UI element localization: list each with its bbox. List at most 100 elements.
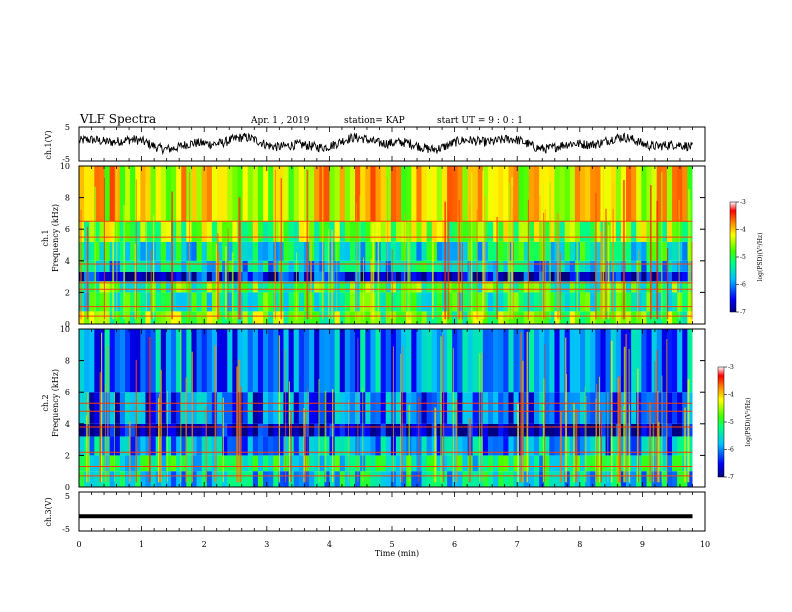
spectrogram-cell <box>94 392 100 424</box>
spectrogram-cell <box>539 423 545 437</box>
spectrogram-cell <box>298 271 305 282</box>
spectrogram-cell <box>457 455 463 472</box>
spectrogram-cell <box>176 221 182 242</box>
spectrogram-cell <box>569 436 576 456</box>
spectrogram-cell <box>206 271 213 282</box>
spectrogram-cell <box>171 423 177 437</box>
spectrogram-cell <box>155 311 162 324</box>
spectrogram-cell <box>539 329 545 393</box>
spectrogram-cell <box>656 166 663 222</box>
spectrogram-cell <box>447 392 453 424</box>
spectrogram-cell <box>477 471 484 487</box>
spectrogram-cell <box>380 241 387 261</box>
spectrogram-cell <box>462 455 468 472</box>
spectrogram-cell <box>498 311 504 324</box>
spectrogram-cell <box>487 471 494 487</box>
spectrogram-cell <box>150 423 157 437</box>
spectrogram-cell <box>176 423 182 437</box>
spectrogram-cell <box>452 471 458 487</box>
spectrogram-cell <box>344 292 351 312</box>
spectrogram-cell <box>549 260 555 272</box>
spectrogram-cell <box>298 292 305 312</box>
spectrogram-cell <box>273 471 279 487</box>
spectrogram-cell <box>150 392 157 424</box>
spectrogram-cell <box>176 166 182 222</box>
spectrogram-cell <box>477 392 484 424</box>
spectrogram-cell <box>222 260 228 272</box>
spectrogram-cell <box>482 329 489 393</box>
spectrogram-cell <box>227 221 233 242</box>
spectrogram-cell <box>252 455 259 472</box>
spectrogram-cell <box>211 221 218 242</box>
spectrogram-cell <box>232 423 238 437</box>
spectrogram-cell <box>498 423 504 437</box>
spectrogram-cell <box>487 260 494 272</box>
spectrogram-cell <box>293 329 300 393</box>
spectrogram-cell <box>534 455 540 472</box>
spectrogram-cell <box>181 311 187 324</box>
spectrogram-cell <box>636 455 642 472</box>
spectrogram-cell <box>436 471 443 487</box>
spectrogram-cell <box>477 281 484 293</box>
spectrogram-cell <box>370 436 376 456</box>
spectrogram-cell <box>309 241 315 261</box>
spectrogram-cell <box>590 166 596 222</box>
spectrogram-cell <box>119 281 126 293</box>
spectrogram-cell <box>436 271 443 282</box>
spectrogram-cell <box>457 329 463 393</box>
spectrogram-cell <box>171 455 177 472</box>
spectrogram-cell <box>268 241 274 261</box>
spectrogram-cell <box>176 471 182 487</box>
spectrogram-cell <box>631 166 637 222</box>
spectrogram-cell <box>595 471 601 487</box>
spectrogram-cell <box>554 455 560 472</box>
spectrogram-cell <box>395 455 402 472</box>
spectrogram-cell <box>196 281 203 293</box>
spectrogram-cell <box>99 311 105 324</box>
spectrogram-cell <box>590 329 596 393</box>
spectrogram-cell <box>125 311 131 324</box>
spectrogram-cell <box>656 311 663 324</box>
spectrogram-cell <box>380 436 387 456</box>
spectrogram-cell <box>135 329 141 393</box>
spectrogram-cell <box>365 455 371 472</box>
spectrogram-cell <box>242 281 249 293</box>
spectrogram-cell <box>395 436 402 456</box>
spectrogram-cell <box>564 271 571 282</box>
spectrogram-cell <box>273 166 279 222</box>
spectrogram-cell <box>452 271 458 282</box>
spectrogram-cell <box>544 166 550 222</box>
spectrogram-cell <box>447 471 453 487</box>
spectrogram-cell <box>201 423 208 437</box>
spectrogram-cell <box>99 260 105 272</box>
spectrogram-cell <box>145 221 151 242</box>
spectrogram-cell <box>559 392 566 424</box>
spectrogram-cell <box>196 329 203 393</box>
spectrogram-cell <box>385 392 392 424</box>
spectrogram-cell <box>309 292 315 312</box>
spectrogram-cell <box>380 423 387 437</box>
spectrogram-cell <box>528 260 535 272</box>
spectrogram-cell <box>309 271 315 282</box>
spectrogram-cell <box>160 471 167 487</box>
spectrogram-cell <box>278 471 284 487</box>
spectrogram-cell <box>191 392 197 424</box>
spectrogram-cell <box>574 455 581 472</box>
spectrogram-cell <box>140 436 146 456</box>
spectrogram-cell <box>641 292 647 312</box>
colorbar-tick-label: -5 <box>728 419 734 426</box>
spectrogram-cell <box>411 471 417 487</box>
spectrogram-cell <box>493 281 499 293</box>
spectrogram-cell <box>380 221 387 242</box>
spectrogram-cell <box>687 329 693 393</box>
spectrogram-cell <box>651 166 658 222</box>
spectrogram-cell <box>503 292 509 312</box>
spectrogram-cell <box>661 392 668 424</box>
spectrogram-cell <box>436 392 443 424</box>
spec1-ytick-label: 2 <box>65 288 70 297</box>
spectrogram-cell <box>590 455 596 472</box>
spectrogram-cell <box>309 471 315 487</box>
spectrogram-cell <box>661 281 668 293</box>
spectrogram-cell <box>564 455 571 472</box>
spectrogram-cell <box>314 311 320 324</box>
